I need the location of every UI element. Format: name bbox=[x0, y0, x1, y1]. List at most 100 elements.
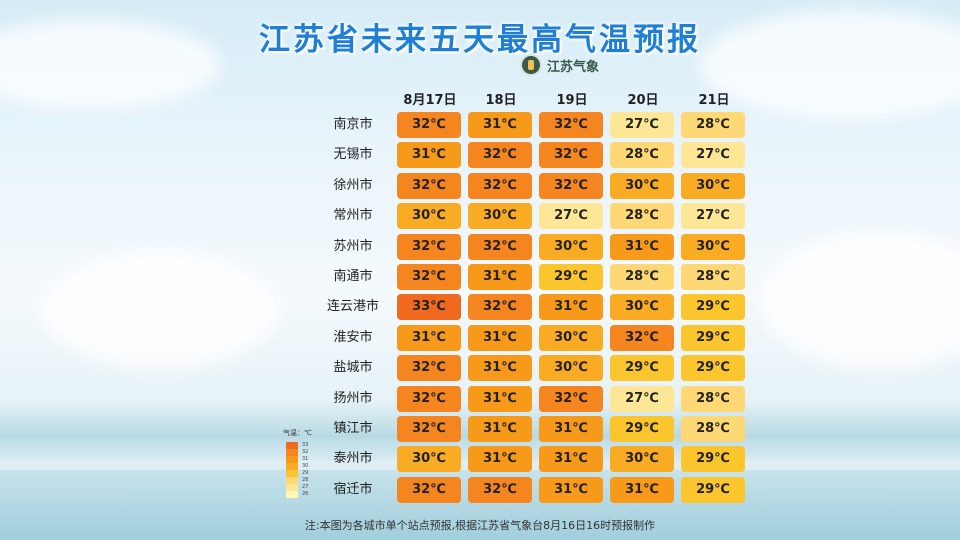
legend-swatch bbox=[286, 442, 298, 449]
legend-label: 29 bbox=[302, 470, 309, 476]
date-header: 20日 bbox=[627, 93, 659, 108]
city-label: 南京市 bbox=[333, 117, 373, 132]
date-header: 19日 bbox=[556, 93, 588, 108]
temperature-cell: 27℃ bbox=[610, 386, 674, 412]
legend-swatch bbox=[286, 456, 298, 463]
temperature-cell: 31℃ bbox=[397, 142, 461, 168]
temperature-cell: 32℃ bbox=[468, 234, 532, 260]
logo-text: 江苏气象 bbox=[547, 59, 600, 75]
temperature-cell: 28℃ bbox=[610, 203, 674, 229]
city-label: 南通市 bbox=[333, 269, 373, 284]
city-label: 盐城市 bbox=[333, 360, 373, 375]
temperature-cell: 27℃ bbox=[539, 203, 603, 229]
temperature-cell: 32℃ bbox=[610, 325, 674, 351]
date-header: 21日 bbox=[698, 93, 730, 108]
temperature-cell: 33℃ bbox=[397, 294, 461, 320]
logo: 江苏气象 bbox=[520, 53, 599, 77]
temperature-cell: 31℃ bbox=[468, 112, 532, 138]
temperature-cell: 32℃ bbox=[397, 112, 461, 138]
page-title: 江苏省未来五天最高气温预报 bbox=[259, 22, 701, 58]
city-label: 镇江市 bbox=[333, 421, 373, 436]
temperature-cell: 30℃ bbox=[539, 355, 603, 381]
temperature-cell: 32℃ bbox=[397, 173, 461, 199]
legend-swatch bbox=[286, 463, 298, 470]
temperature-cell: 30℃ bbox=[610, 294, 674, 320]
legend-swatch bbox=[286, 477, 298, 484]
footnote: 注:本图为各城市单个站点预报,根据江苏省气象台8月16日16时预报制作 bbox=[304, 519, 656, 532]
legend-label: 27 bbox=[302, 484, 309, 490]
city-label: 常州市 bbox=[333, 208, 373, 223]
temperature-cell: 27℃ bbox=[681, 142, 745, 168]
cloud-decoration bbox=[700, 10, 960, 120]
temperature-cell: 31℃ bbox=[468, 386, 532, 412]
temperature-cell: 27℃ bbox=[681, 203, 745, 229]
city-label: 宿迁市 bbox=[333, 482, 373, 497]
temperature-cell: 30℃ bbox=[681, 173, 745, 199]
legend-label: 32 bbox=[302, 449, 309, 455]
city-label: 苏州市 bbox=[333, 239, 373, 254]
temperature-cell: 31℃ bbox=[539, 477, 603, 503]
temperature-cell: 32℃ bbox=[397, 355, 461, 381]
temperature-cell: 32℃ bbox=[397, 234, 461, 260]
temperature-cell: 31℃ bbox=[468, 446, 532, 472]
temperature-cell: 29℃ bbox=[681, 355, 745, 381]
city-label: 徐州市 bbox=[333, 178, 373, 193]
temperature-cell: 28℃ bbox=[610, 264, 674, 290]
cloud-decoration bbox=[40, 250, 280, 370]
date-header: 18日 bbox=[485, 93, 517, 108]
temperature-cell: 28℃ bbox=[610, 142, 674, 168]
legend-label: 28 bbox=[302, 477, 309, 483]
temperature-cell: 28℃ bbox=[681, 416, 745, 442]
city-label: 扬州市 bbox=[333, 391, 373, 406]
temperature-cell: 31℃ bbox=[468, 325, 532, 351]
temperature-cell: 29℃ bbox=[539, 264, 603, 290]
cloud-decoration bbox=[0, 20, 220, 110]
temperature-cell: 28℃ bbox=[681, 112, 745, 138]
temperature-cell: 32℃ bbox=[468, 173, 532, 199]
temperature-cell: 30℃ bbox=[681, 234, 745, 260]
temperature-cell: 31℃ bbox=[539, 416, 603, 442]
temperature-cell: 29℃ bbox=[610, 355, 674, 381]
temperature-cell: 32℃ bbox=[397, 264, 461, 290]
temperature-cell: 32℃ bbox=[468, 294, 532, 320]
legend-swatch bbox=[286, 470, 298, 477]
temperature-cell: 29℃ bbox=[610, 416, 674, 442]
temperature-cell: 31℃ bbox=[468, 355, 532, 381]
date-header: 8月17日 bbox=[403, 93, 457, 108]
temperature-cell: 31℃ bbox=[610, 234, 674, 260]
temperature-cell: 30℃ bbox=[539, 325, 603, 351]
temperature-cell: 31℃ bbox=[610, 477, 674, 503]
temperature-cell: 29℃ bbox=[681, 294, 745, 320]
temperature-cell: 30℃ bbox=[610, 173, 674, 199]
temperature-cell: 32℃ bbox=[397, 386, 461, 412]
temperature-cell: 29℃ bbox=[681, 446, 745, 472]
temperature-cell: 30℃ bbox=[397, 446, 461, 472]
temperature-cell: 28℃ bbox=[681, 264, 745, 290]
legend-label: 33 bbox=[302, 442, 309, 448]
city-label: 泰州市 bbox=[333, 451, 373, 466]
weather-bureau-logo-icon bbox=[520, 54, 542, 76]
legend-label: 31 bbox=[302, 456, 309, 462]
cloud-decoration bbox=[760, 230, 960, 370]
temperature-cell: 31℃ bbox=[539, 446, 603, 472]
city-label: 连云港市 bbox=[326, 299, 379, 314]
city-label: 无锡市 bbox=[333, 147, 373, 162]
legend-label: 26 bbox=[302, 491, 309, 497]
temperature-cell: 31℃ bbox=[397, 325, 461, 351]
temperature-cell: 30℃ bbox=[397, 203, 461, 229]
temperature-cell: 29℃ bbox=[681, 325, 745, 351]
temperature-cell: 32℃ bbox=[539, 112, 603, 138]
legend-swatch bbox=[286, 491, 298, 498]
temperature-cell: 30℃ bbox=[610, 446, 674, 472]
temperature-cell: 32℃ bbox=[539, 142, 603, 168]
temperature-cell: 32℃ bbox=[468, 142, 532, 168]
temperature-cell: 31℃ bbox=[468, 416, 532, 442]
legend-swatch bbox=[286, 484, 298, 491]
temperature-cell: 32℃ bbox=[539, 386, 603, 412]
legend-label: 30 bbox=[302, 463, 309, 469]
temperature-cell: 27℃ bbox=[610, 112, 674, 138]
temperature-cell: 32℃ bbox=[397, 416, 461, 442]
temperature-cell: 32℃ bbox=[397, 477, 461, 503]
legend-title: 气温：℃ bbox=[283, 429, 312, 437]
legend-swatch bbox=[286, 449, 298, 456]
